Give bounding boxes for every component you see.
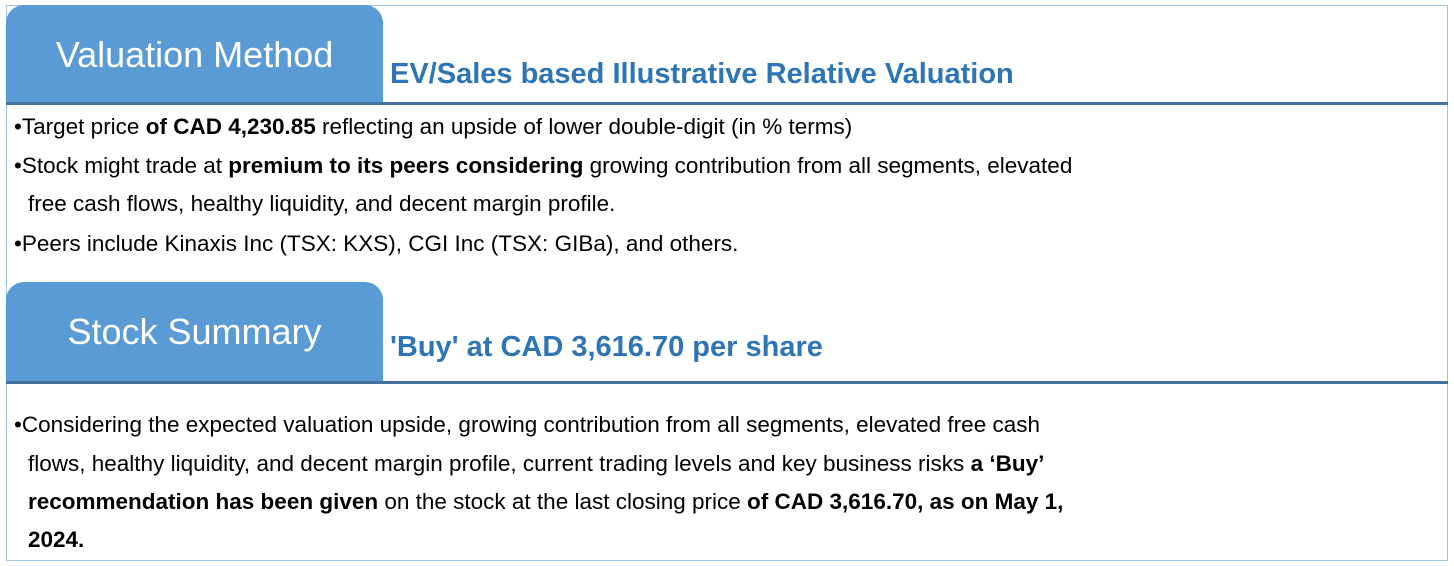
- summary-line-2: flows, healthy liquidity, and decent mar…: [28, 451, 1045, 476]
- stock-summary-label: Stock Summary: [67, 311, 322, 352]
- summary-subtitle: 'Buy' at CAD 3,616.70 per share: [390, 331, 823, 363]
- valuation-method-label: Valuation Method: [55, 33, 334, 75]
- valuation-subtitle: EV/Sales based Illustrative Relative Val…: [390, 58, 1014, 90]
- valuation-divider: [6, 102, 1448, 105]
- stock-summary-tab: Stock Summary: [6, 282, 383, 382]
- bullet-premium-cont: free cash flows, healthy liquidity, and …: [28, 191, 616, 216]
- bullet-target-price: •Target price of CAD 4,230.85 reflecting…: [14, 114, 853, 139]
- summary-divider: [6, 381, 1448, 384]
- summary-line-3: recommendation has been given on the sto…: [28, 489, 1064, 514]
- bullet-premium: •Stock might trade at premium to its pee…: [14, 153, 1073, 178]
- content-frame: [6, 5, 1448, 561]
- summary-line-4: 2024.: [28, 527, 85, 552]
- summary-line-1: •Considering the expected valuation upsi…: [14, 412, 1040, 437]
- bullet-peers: •Peers include Kinaxis Inc (TSX: KXS), C…: [14, 231, 739, 256]
- valuation-method-tab: Valuation Method: [6, 5, 383, 104]
